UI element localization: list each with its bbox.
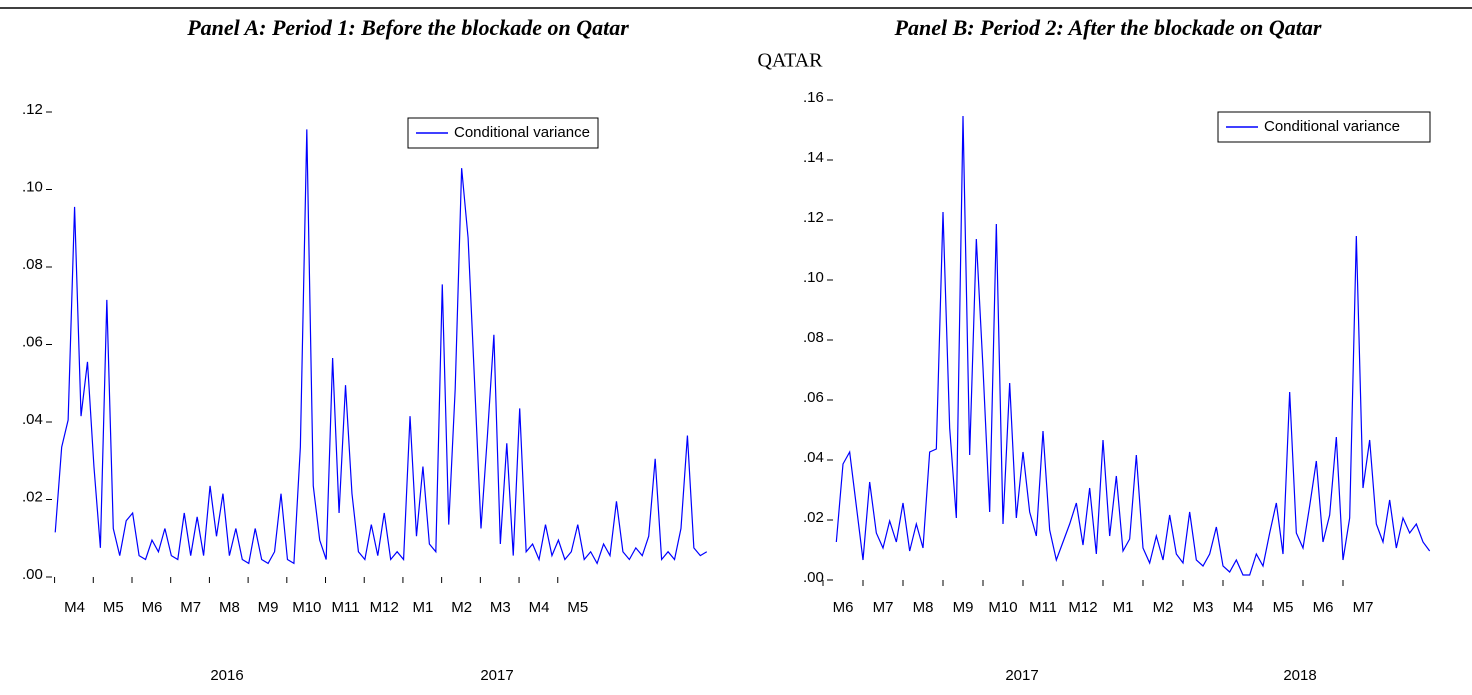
year-label: 2017 xyxy=(1005,667,1038,684)
year-label: 2017 xyxy=(480,667,513,684)
x-tick-label: M5 xyxy=(103,599,124,616)
x-tick-label: M6 xyxy=(833,599,854,616)
series-line xyxy=(835,115,1431,576)
x-tick-label: M5 xyxy=(567,599,588,616)
y-tick-label: .00 xyxy=(803,569,824,586)
x-tick-label: M6 xyxy=(142,599,163,616)
year-label: 2018 xyxy=(1283,667,1316,684)
x-tick-label: M9 xyxy=(953,599,974,616)
y-tick-label: .14 xyxy=(803,149,824,166)
y-tick-label: .02 xyxy=(22,488,43,505)
x-tick-label: M5 xyxy=(1273,599,1294,616)
y-tick-label: .06 xyxy=(803,389,824,406)
x-tick-label: M8 xyxy=(219,599,240,616)
x-tick-label: M1 xyxy=(1113,599,1134,616)
x-tick-label: M4 xyxy=(1233,599,1254,616)
x-tick-label: M9 xyxy=(258,599,279,616)
x-tick-label: M4 xyxy=(529,599,550,616)
figure-title: QATAR xyxy=(757,50,823,72)
y-tick-label: .10 xyxy=(803,269,824,286)
x-tick-label: M6 xyxy=(1313,599,1334,616)
x-tick-label: M10 xyxy=(988,599,1017,616)
x-tick-label: M1 xyxy=(413,599,434,616)
y-tick-label: .04 xyxy=(22,411,43,428)
x-tick-label: M7 xyxy=(180,599,201,616)
y-tick-label: .08 xyxy=(803,329,824,346)
x-tick-label: M2 xyxy=(451,599,472,616)
y-tick-label: .04 xyxy=(803,449,824,466)
y-tick-label: .16 xyxy=(803,89,824,106)
y-tick-label: .06 xyxy=(22,333,43,350)
x-tick-label: M12 xyxy=(1068,599,1097,616)
x-tick-label: M11 xyxy=(1029,599,1057,616)
panel-title: Panel B: Period 2: After the blockade on… xyxy=(894,15,1322,40)
x-tick-label: M7 xyxy=(873,599,894,616)
legend-label: Conditional variance xyxy=(454,124,590,141)
x-tick-label: M8 xyxy=(913,599,934,616)
x-tick-label: M10 xyxy=(292,599,321,616)
x-tick-label: M7 xyxy=(1353,599,1374,616)
x-tick-label: M3 xyxy=(1193,599,1214,616)
x-tick-label: M11 xyxy=(331,599,359,616)
y-tick-label: .02 xyxy=(803,509,824,526)
year-label: 2016 xyxy=(210,667,243,684)
y-tick-label: .12 xyxy=(803,209,824,226)
panel-title: Panel A: Period 1: Before the blockade o… xyxy=(186,15,629,40)
x-tick-label: M2 xyxy=(1153,599,1174,616)
x-tick-label: M12 xyxy=(370,599,399,616)
x-tick-label: M4 xyxy=(64,599,85,616)
y-tick-label: .08 xyxy=(22,256,43,273)
legend-label: Conditional variance xyxy=(1264,118,1400,135)
y-tick-label: .10 xyxy=(22,178,43,195)
y-tick-label: .12 xyxy=(22,101,43,118)
x-tick-label: M3 xyxy=(490,599,511,616)
y-tick-label: .00 xyxy=(22,566,43,583)
series-line xyxy=(54,129,708,565)
